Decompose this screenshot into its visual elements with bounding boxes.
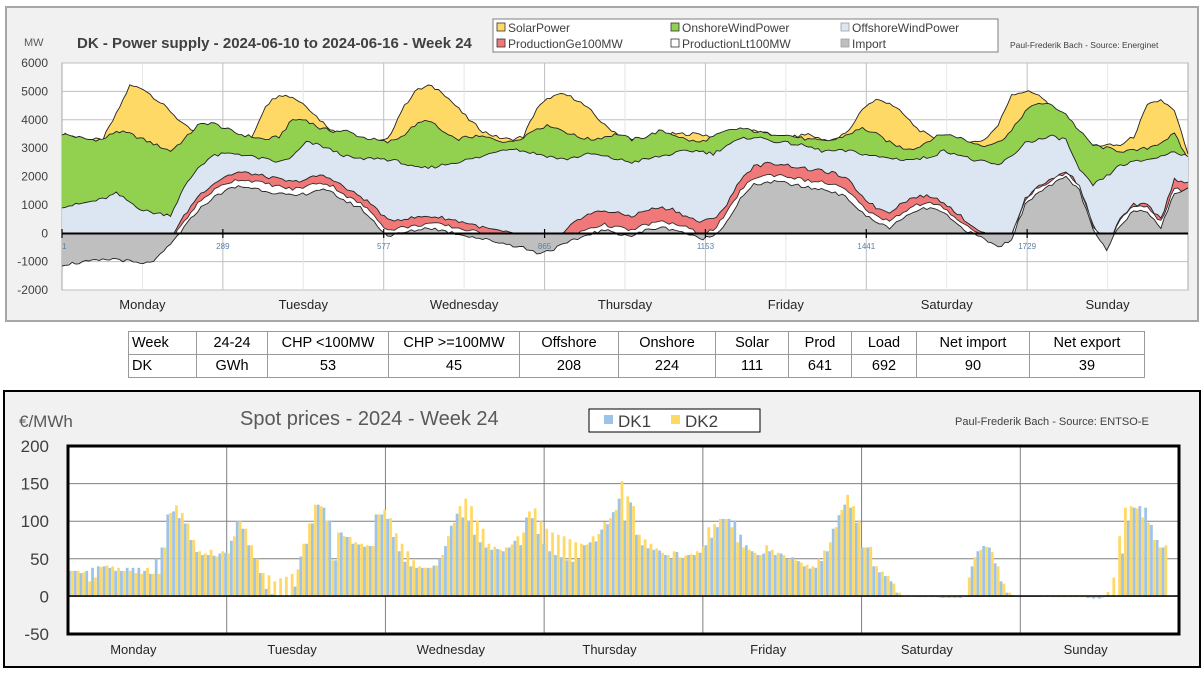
top-chart-title: DK - Power supply - 2024-06-10 to 2024-0… — [77, 35, 473, 52]
legend-swatch-lt100 — [670, 38, 680, 48]
top-x-axis-ticks: 1 289 577 865 1153 1441 1729 — [61, 229, 1037, 251]
legend-swatch-ge100 — [496, 38, 506, 48]
summary-value-cell: 53 — [267, 354, 389, 378]
top-day-label: Friday — [768, 297, 805, 312]
top-period-tick-label: 289 — [216, 242, 230, 251]
top-period-tick-label: 1 — [62, 242, 67, 251]
legend-swatch-onshore — [670, 22, 680, 32]
legend-swatch-offshore — [840, 22, 850, 32]
summary-data-row: DK GWh 53 45 208 224 111 641 692 90 39 — [128, 354, 1145, 378]
area-import — [62, 176, 1188, 266]
summary-value-cell: 111 — [715, 354, 789, 378]
legend-label-ge100: ProductionGe100MW — [508, 37, 623, 51]
summary-value-cell: 90 — [916, 354, 1030, 378]
top-day-label: Sunday — [1086, 297, 1131, 312]
top-period-tick-label: 577 — [377, 242, 391, 251]
summary-value-cell: GWh — [196, 354, 268, 378]
spot-price-chart-frame — [3, 390, 1201, 668]
legend-label-import: Import — [852, 37, 887, 51]
summary-value-cell: DK — [128, 354, 197, 378]
top-y-tick-label: 5000 — [21, 84, 48, 98]
top-unit-label: MW — [24, 37, 44, 49]
top-y-tick-label: -2000 — [17, 283, 48, 297]
top-day-label: Thursday — [598, 297, 653, 312]
top-y-tick-label: 1000 — [21, 198, 48, 212]
legend-label-offshore: OffshoreWindPower — [852, 21, 959, 35]
top-chart-credit: Paul-Frederik Bach - Source: Energinet — [1010, 40, 1159, 50]
summary-header-cell: Net export — [1029, 331, 1145, 355]
top-y-tick-label: 4000 — [21, 113, 48, 127]
area-productionlt100mw — [62, 172, 1188, 262]
top-period-tick-label: 1729 — [1018, 242, 1036, 251]
summary-header-cell: Onshore — [618, 331, 716, 355]
summary-value-cell: 692 — [851, 354, 917, 378]
summary-header-cell: Load — [851, 331, 917, 355]
top-y-axis-ticks: -2000 -1000 0 1000 2000 3000 4000 5000 6000 — [17, 56, 48, 297]
top-y-tick-label: -1000 — [17, 255, 48, 269]
legend-label-lt100: ProductionLt100MW — [682, 37, 791, 51]
top-period-tick-label: 865 — [538, 242, 552, 251]
top-day-label: Tuesday — [279, 297, 329, 312]
top-day-labels: Monday Tuesday Wednesday Thursday Friday Satu… — [119, 297, 1130, 312]
summary-value-cell: 39 — [1029, 354, 1145, 378]
line-offshorewindpower — [61, 134, 1189, 218]
legend-swatch-solar — [496, 22, 506, 32]
top-legend-box — [492, 18, 999, 53]
top-y-tick-label: 0 — [41, 226, 48, 240]
legend-label-onshore: OnshoreWindPower — [682, 21, 789, 35]
top-y-tick-label: 3000 — [21, 141, 48, 155]
legend-label-solar: SolarPower — [508, 21, 570, 35]
summary-header-cell: Week — [128, 331, 197, 355]
summary-header-cell: Prod — [788, 331, 852, 355]
summary-header-cell: CHP >=100MW — [388, 331, 520, 355]
line-onshorewindpower — [61, 102, 1189, 160]
weekly-summary-table: Week 24-24 CHP <100MW CHP >=100MW Offshore On… — [128, 331, 1145, 378]
summary-value-cell: 45 — [388, 354, 520, 378]
summary-value-cell: 208 — [519, 354, 619, 378]
summary-header-cell: Offshore — [519, 331, 619, 355]
summary-value-cell: 224 — [618, 354, 716, 378]
top-period-tick-label: 1441 — [857, 242, 875, 251]
top-day-label: Wednesday — [430, 297, 499, 312]
summary-header-row: Week 24-24 CHP <100MW CHP >=100MW Offshore On… — [128, 331, 1145, 355]
summary-header-cell: CHP <100MW — [267, 331, 389, 355]
top-legend: SolarPower OnshoreWindPower OffshoreWindPo… — [492, 18, 999, 53]
top-day-label: Saturday — [921, 297, 974, 312]
top-y-tick-label: 2000 — [21, 170, 48, 184]
top-y-tick-label: 6000 — [21, 56, 48, 70]
summary-header-cell: Solar — [715, 331, 789, 355]
top-stacked-areas — [61, 84, 1189, 267]
summary-header-cell: 24-24 — [196, 331, 268, 355]
top-day-label: Monday — [119, 297, 166, 312]
legend-swatch-import — [840, 38, 850, 48]
top-period-tick-label: 1153 — [697, 242, 715, 251]
summary-header-cell: Net import — [916, 331, 1030, 355]
power-supply-chart: MW DK - Power supply - 2024-06-10 to 202… — [17, 18, 1189, 312]
summary-value-cell: 641 — [788, 354, 852, 378]
